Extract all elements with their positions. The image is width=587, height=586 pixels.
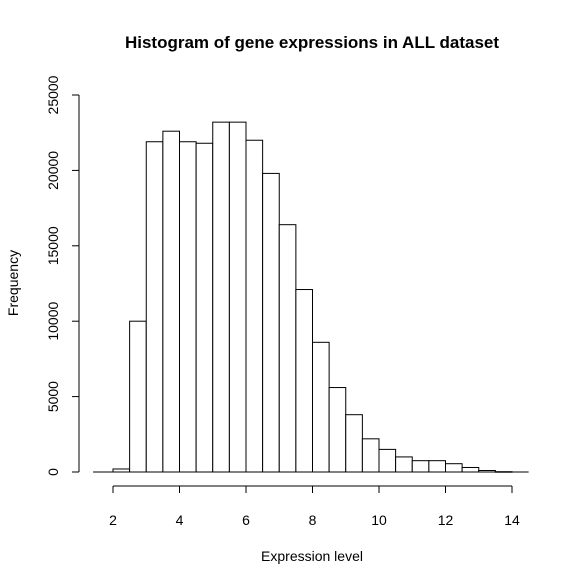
y-axis-label: Frequency: [5, 250, 21, 316]
x-tick-label: 6: [242, 512, 250, 528]
histogram-bar: [395, 456, 413, 473]
x-axis-label: Expression level: [261, 548, 363, 564]
y-tick-label: 15000: [45, 226, 61, 265]
histogram-bar: [195, 142, 214, 473]
chart-title: Histogram of gene expressions in ALL dat…: [125, 33, 499, 52]
histogram-bar: [212, 121, 230, 473]
histogram-bar: [328, 387, 347, 473]
y-tick-label: 5000: [45, 381, 61, 412]
histogram-bar: [262, 172, 280, 473]
histogram-bar: [378, 448, 397, 473]
histogram-bar: [295, 289, 313, 473]
y-tick-label: 20000: [45, 151, 61, 190]
x-tick-label: 14: [504, 512, 520, 528]
histogram-bar: [345, 414, 363, 473]
x-tick-label: 2: [109, 512, 117, 528]
x-tick-label: 4: [176, 512, 184, 528]
histogram-bar: [445, 463, 463, 473]
histogram-bar: [228, 121, 247, 473]
y-tick-label: 10000: [45, 302, 61, 341]
histogram-bar: [162, 130, 180, 473]
y-axis: 0 5000 10000 15000 20000 25000: [45, 75, 80, 476]
histogram-bar: [428, 460, 446, 473]
histogram-bar: [145, 141, 164, 473]
x-tick-label: 8: [309, 512, 317, 528]
histogram-bar: [312, 341, 330, 473]
histogram-bar: [129, 320, 147, 473]
histogram-bar: [411, 460, 430, 473]
histogram-bar: [361, 438, 380, 473]
x-tick-label: 10: [371, 512, 387, 528]
histogram-bar: [461, 466, 480, 473]
histogram-bar: [245, 139, 264, 473]
x-axis: 2 4 6 8 10 12 14: [109, 485, 520, 528]
x-tick-label: 12: [438, 512, 454, 528]
y-tick-label: 0: [45, 468, 61, 476]
bars-group: [93, 121, 529, 473]
y-tick-label: 25000: [45, 75, 61, 114]
histogram-bar: [278, 224, 297, 473]
histogram-bar: [179, 141, 197, 473]
